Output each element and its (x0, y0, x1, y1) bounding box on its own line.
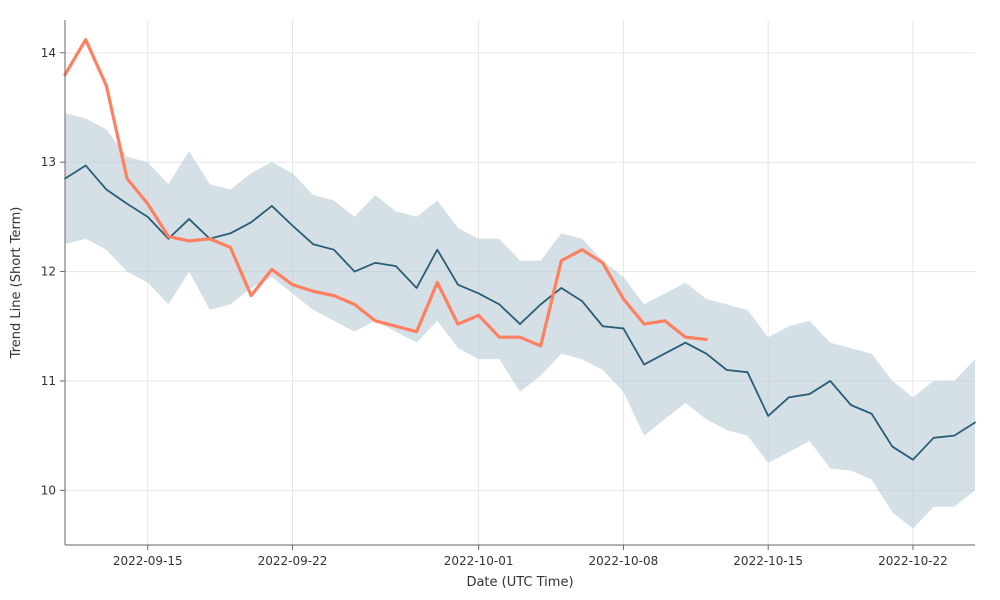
x-tick-label: 2022-10-15 (733, 554, 803, 568)
y-axis-label: Trend Line (Short Term) (9, 207, 24, 360)
x-axis-label: Date (UTC Time) (466, 575, 573, 590)
x-tick-label: 2022-10-01 (444, 554, 514, 568)
x-tick-label: 2022-09-22 (258, 554, 328, 568)
trend-chart: 10 11 12 13 14 2022-09-15 2022-09-22 2022-10-01… (0, 0, 1000, 600)
x-tick-label: 2022-10-22 (878, 554, 948, 568)
y-tick-label: 14 (41, 46, 56, 60)
x-tick-label: 2022-10-08 (589, 554, 659, 568)
y-tick-label: 13 (41, 155, 56, 169)
x-tick-label: 2022-09-15 (113, 554, 183, 568)
y-tick-label: 11 (41, 374, 56, 388)
y-tick-label: 10 (41, 483, 56, 497)
y-tick-label: 12 (41, 265, 56, 279)
